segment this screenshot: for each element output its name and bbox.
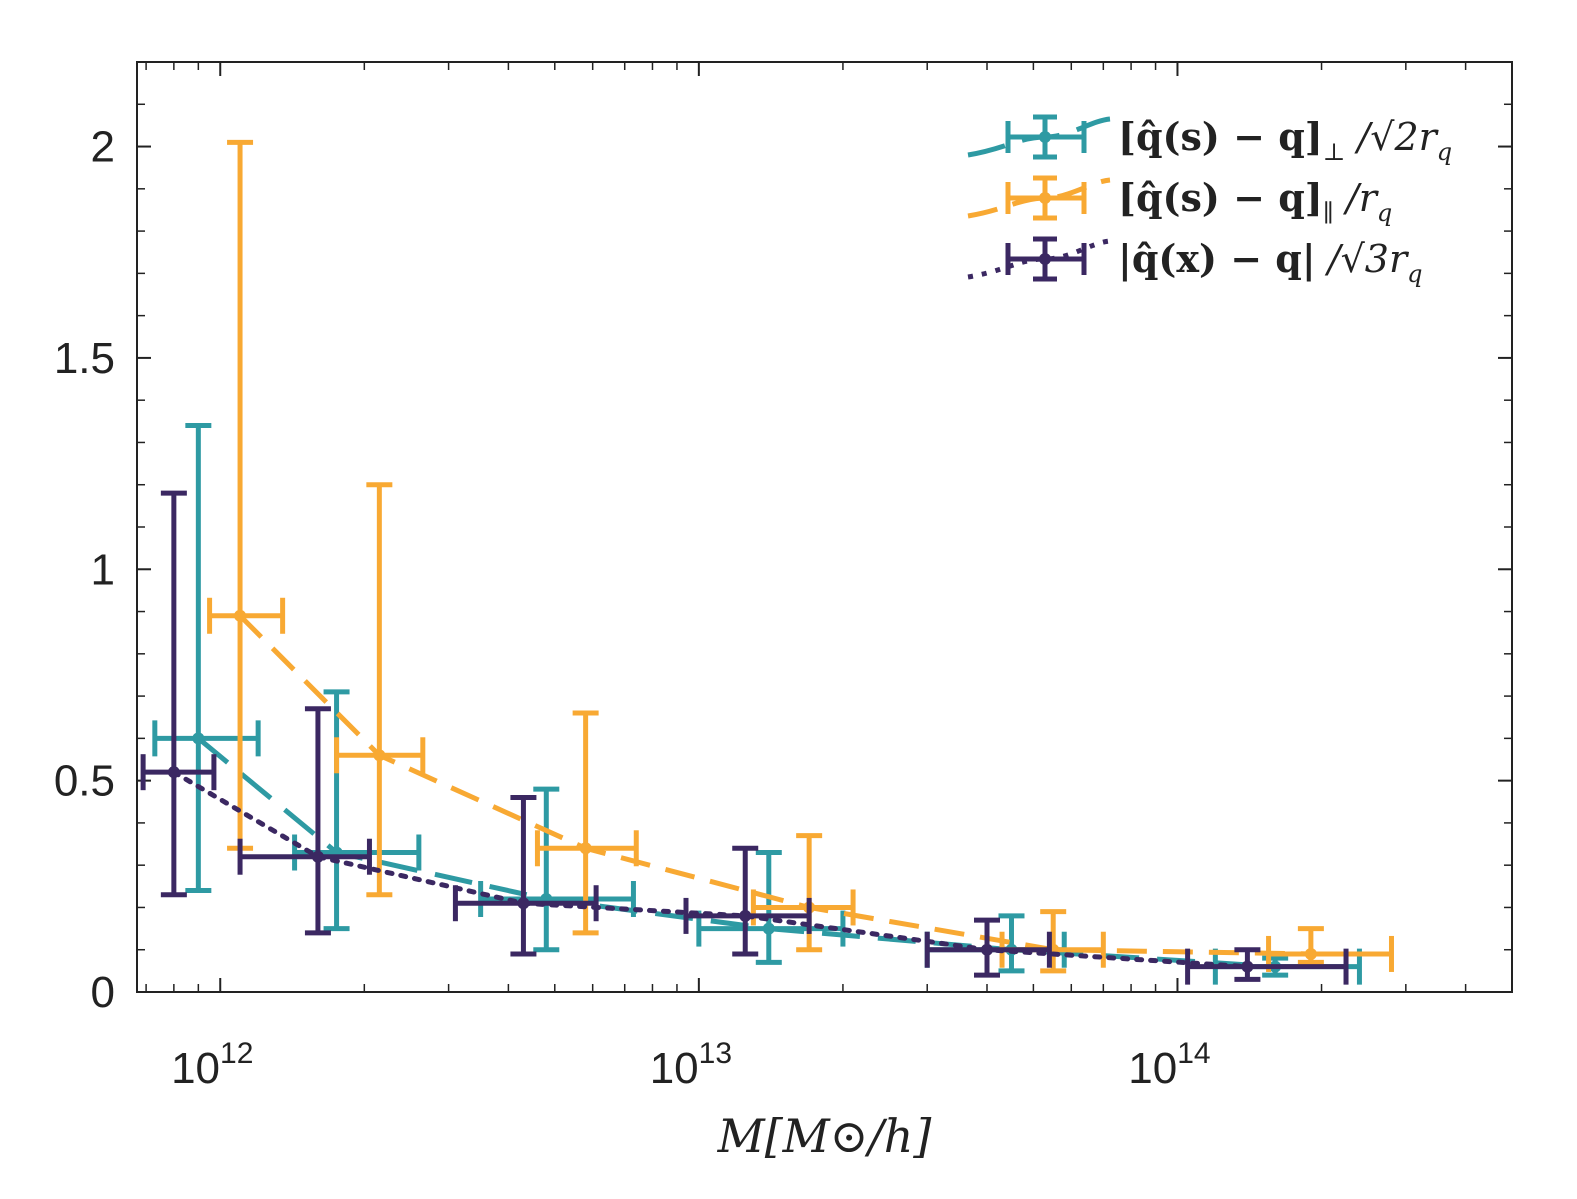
data-marker <box>167 766 180 779</box>
data-point <box>452 795 599 957</box>
data-point <box>292 689 422 932</box>
series-1 <box>207 139 1394 974</box>
data-point <box>924 917 1052 978</box>
data-marker <box>739 909 752 922</box>
data-point <box>683 845 812 957</box>
series-line <box>171 769 1250 970</box>
series-2 <box>140 490 1349 985</box>
legend-label: [q̂(s) − q]∥ /rq <box>1118 175 1392 227</box>
legend-entry-0: [q̂(s) − q]⊥ /√2rq <box>967 114 1452 166</box>
data-point <box>750 833 856 953</box>
data-marker <box>192 732 205 745</box>
data-point <box>334 482 426 898</box>
legend-label: |q̂(x) − q| /√3rq <box>1118 236 1423 288</box>
data-point <box>534 710 639 936</box>
data-marker <box>311 850 324 863</box>
legend-marker <box>1039 192 1051 204</box>
x-tick-label: 1013 <box>650 1037 732 1093</box>
x-tick-label: 1012 <box>171 1037 253 1093</box>
data-marker <box>373 749 386 762</box>
y-tick-label: 0 <box>91 968 115 1017</box>
plot-series <box>140 139 1394 985</box>
data-marker <box>517 897 530 910</box>
series-0 <box>152 423 1362 985</box>
legend-line <box>967 238 1111 280</box>
legend-marker <box>1039 253 1051 265</box>
axes: 0 0.5 1 1.5 2 1012 1013 1014 <box>54 61 1513 1093</box>
y-tick-label: 0.5 <box>54 757 115 806</box>
data-point <box>237 706 372 936</box>
data-marker <box>981 943 994 956</box>
data-marker <box>1241 960 1254 973</box>
data-point <box>1185 947 1349 985</box>
legend-entry-2: |q̂(x) − q| /√3rq <box>967 236 1423 288</box>
y-tick-label: 2 <box>91 123 115 172</box>
data-point <box>999 909 1106 974</box>
y-tick-label: 1 <box>91 545 115 594</box>
data-marker <box>762 922 775 935</box>
legend-label: [q̂(s) − q]⊥ /√2rq <box>1118 114 1452 166</box>
y-tick-label: 1.5 <box>54 334 115 383</box>
data-point <box>140 490 217 898</box>
legend-entry-1: [q̂(s) − q]∥ /rq <box>967 175 1392 227</box>
data-marker <box>234 609 247 622</box>
x-axis-label: M[M⊙/h] <box>717 1109 932 1163</box>
x-tick-label: 1014 <box>1128 1037 1210 1093</box>
legend-marker <box>1039 131 1051 143</box>
data-point <box>207 139 286 851</box>
legend: [q̂(s) − q]⊥ /√2rq [q̂(s) − q]∥ /rq |q̂(x)… <box>967 114 1452 288</box>
data-marker <box>579 842 592 855</box>
data-point <box>1266 926 1394 972</box>
legend-line <box>967 177 1111 219</box>
data-marker <box>1304 947 1317 960</box>
series-line <box>238 614 1311 957</box>
